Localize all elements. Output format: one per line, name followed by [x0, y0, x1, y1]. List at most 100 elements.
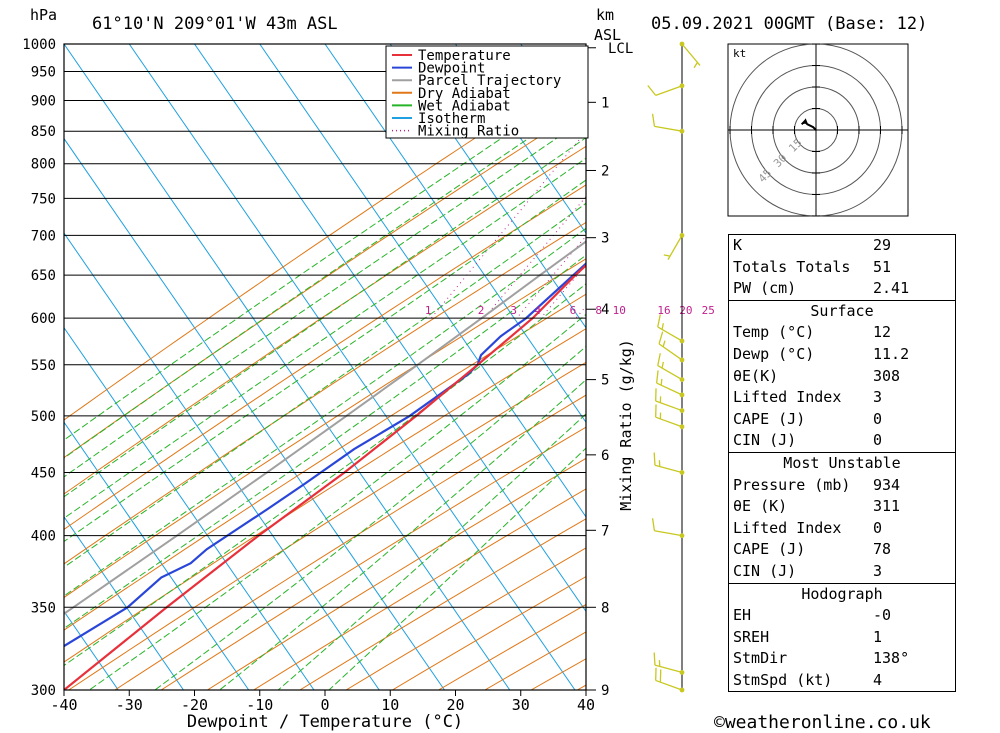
wind-barb-staff [655, 400, 683, 412]
most-unstable-index-label: CIN (J) [733, 561, 797, 580]
hodograph-arrowhead [801, 118, 808, 125]
km-tick-label: 2 [601, 163, 609, 179]
km-tick-label: 9 [601, 683, 609, 699]
pressure-tick-label: 500 [31, 409, 56, 425]
wind-barb-staff [654, 664, 683, 674]
surface-header: Surface [729, 299, 955, 323]
mixing-ratio-label: 6 [570, 304, 577, 317]
wet-adiabat-line [64, 80, 586, 441]
wind-barb-flag [651, 518, 656, 531]
isotherm-line [128, 44, 576, 690]
hodograph-index-label: EH [733, 606, 752, 625]
wind-barb-flag [657, 314, 661, 328]
pressure-tick-label: 300 [31, 683, 56, 699]
mixing-ratio-label: 2 [478, 304, 485, 317]
surface-index-row: Temp (°C) 12 [729, 322, 955, 344]
surface-index-value: 11.2 [873, 344, 910, 363]
surface-index-row: Lifted Index 3 [729, 387, 955, 409]
hodograph-index-label: StmDir [733, 649, 788, 668]
wind-barb-staff [654, 464, 683, 474]
temperature-tick-label: 0 [320, 696, 329, 714]
isotherm-line [194, 44, 586, 613]
surface-index-label: CIN (J) [733, 431, 797, 450]
isotherm-line [64, 421, 250, 690]
isotherm-line [324, 44, 586, 424]
wind-barb-flag [658, 331, 664, 345]
hodograph-index-row: SREH 1 [729, 627, 955, 649]
wind-barb-flag [653, 652, 656, 666]
most-unstable-index-value: 0 [873, 518, 883, 537]
pressure-tick-label: 900 [31, 94, 56, 110]
surface-index-label: CAPE (J) [733, 409, 806, 428]
wet-adiabat-line [64, 98, 586, 459]
index-row: PW (cm) 2.41 [729, 278, 955, 300]
dry-adiabat-line [64, 221, 586, 565]
mixing-ratio-label: 4 [534, 304, 541, 317]
most-unstable-header: Most Unstable [729, 451, 955, 475]
pressure-tick-label: 350 [31, 600, 56, 616]
mixing-ratio-label: 1 [425, 304, 432, 317]
most-unstable-index-label: θE (K) [733, 497, 788, 516]
mixing-ratio-label: 10 [613, 304, 626, 317]
wind-level-dot [679, 128, 685, 134]
wet-adiabat-line [64, 227, 586, 597]
temperature-tick-label: -20 [181, 696, 208, 714]
surface-index-value: 308 [873, 366, 901, 385]
temperature-tick-label: -30 [116, 696, 143, 714]
pressure-tick-label: 700 [31, 228, 56, 244]
index-label: K [733, 236, 743, 254]
pressure-tick-label: 600 [31, 311, 56, 327]
wind-barb-flag [693, 62, 698, 69]
legend-label: Temperature [418, 48, 511, 64]
surface-index-row: θE(K) 308 [729, 366, 955, 388]
wind-level-dot [679, 357, 685, 363]
isotherm-line [259, 44, 586, 518]
surface-index-row: CAPE (J) 0 [729, 409, 955, 431]
km-tick-label: 6 [601, 448, 609, 464]
dry-adiabat-line [64, 258, 586, 599]
km-tick-label: 1 [601, 95, 609, 111]
dry-adiabat-line [67, 361, 586, 690]
pressure-tick-label: 400 [31, 529, 56, 545]
legend-label: Parcel Trajectory [418, 73, 561, 89]
index-label: Totals Totals [733, 257, 851, 276]
x-axis-label: Dewpoint / Temperature (°C) [187, 712, 463, 732]
wind-barb-flag [661, 361, 664, 369]
km-tick-label: 8 [601, 600, 609, 616]
hodograph-index-value: 138° [873, 649, 910, 668]
wind-level-dot [679, 392, 685, 398]
wind-barb-staff [655, 85, 683, 97]
km-tick-label: 4 [601, 302, 609, 318]
location-title: 61°10'N 209°01'W 43m ASL [92, 14, 338, 34]
wind-level-dot [679, 670, 685, 675]
wind-barb-staff [657, 365, 683, 381]
wind-barb-flag [657, 353, 661, 366]
temperature-tick-label: -40 [50, 696, 77, 714]
isotherm-line [64, 232, 380, 690]
isotherm-line [455, 44, 586, 235]
index-label: PW (cm) [733, 279, 797, 298]
most-unstable-index-value: 3 [873, 561, 883, 580]
hodograph-header: Hodograph [729, 582, 955, 606]
hpa-label: hPa [30, 6, 57, 24]
legend-label: Isotherm [418, 111, 485, 127]
most-unstable-index-row: Pressure (mb) 934 [729, 475, 955, 497]
index-value: 29 [873, 236, 892, 254]
km-tick-label: 5 [601, 373, 609, 389]
dry-adiabat-line [113, 394, 586, 690]
wet-adiabat-line [64, 117, 586, 478]
km-tick-label: 7 [601, 523, 609, 539]
hodograph-index-value: 4 [873, 670, 883, 689]
wind-barb-flag [662, 340, 666, 347]
wind-barb-staff [656, 382, 683, 396]
wind-profile [647, 41, 701, 693]
km-label: km [596, 6, 614, 24]
hodograph-index-label: SREH [733, 627, 770, 646]
most-unstable-index-label: Lifted Index [733, 518, 842, 537]
wind-barb-flag [651, 113, 656, 127]
legend-label: Dry Adiabat [418, 86, 511, 102]
surface-index-label: Lifted Index [733, 388, 842, 407]
parcel-trajectory-line [64, 240, 586, 615]
surface-index-value: 12 [873, 323, 892, 342]
